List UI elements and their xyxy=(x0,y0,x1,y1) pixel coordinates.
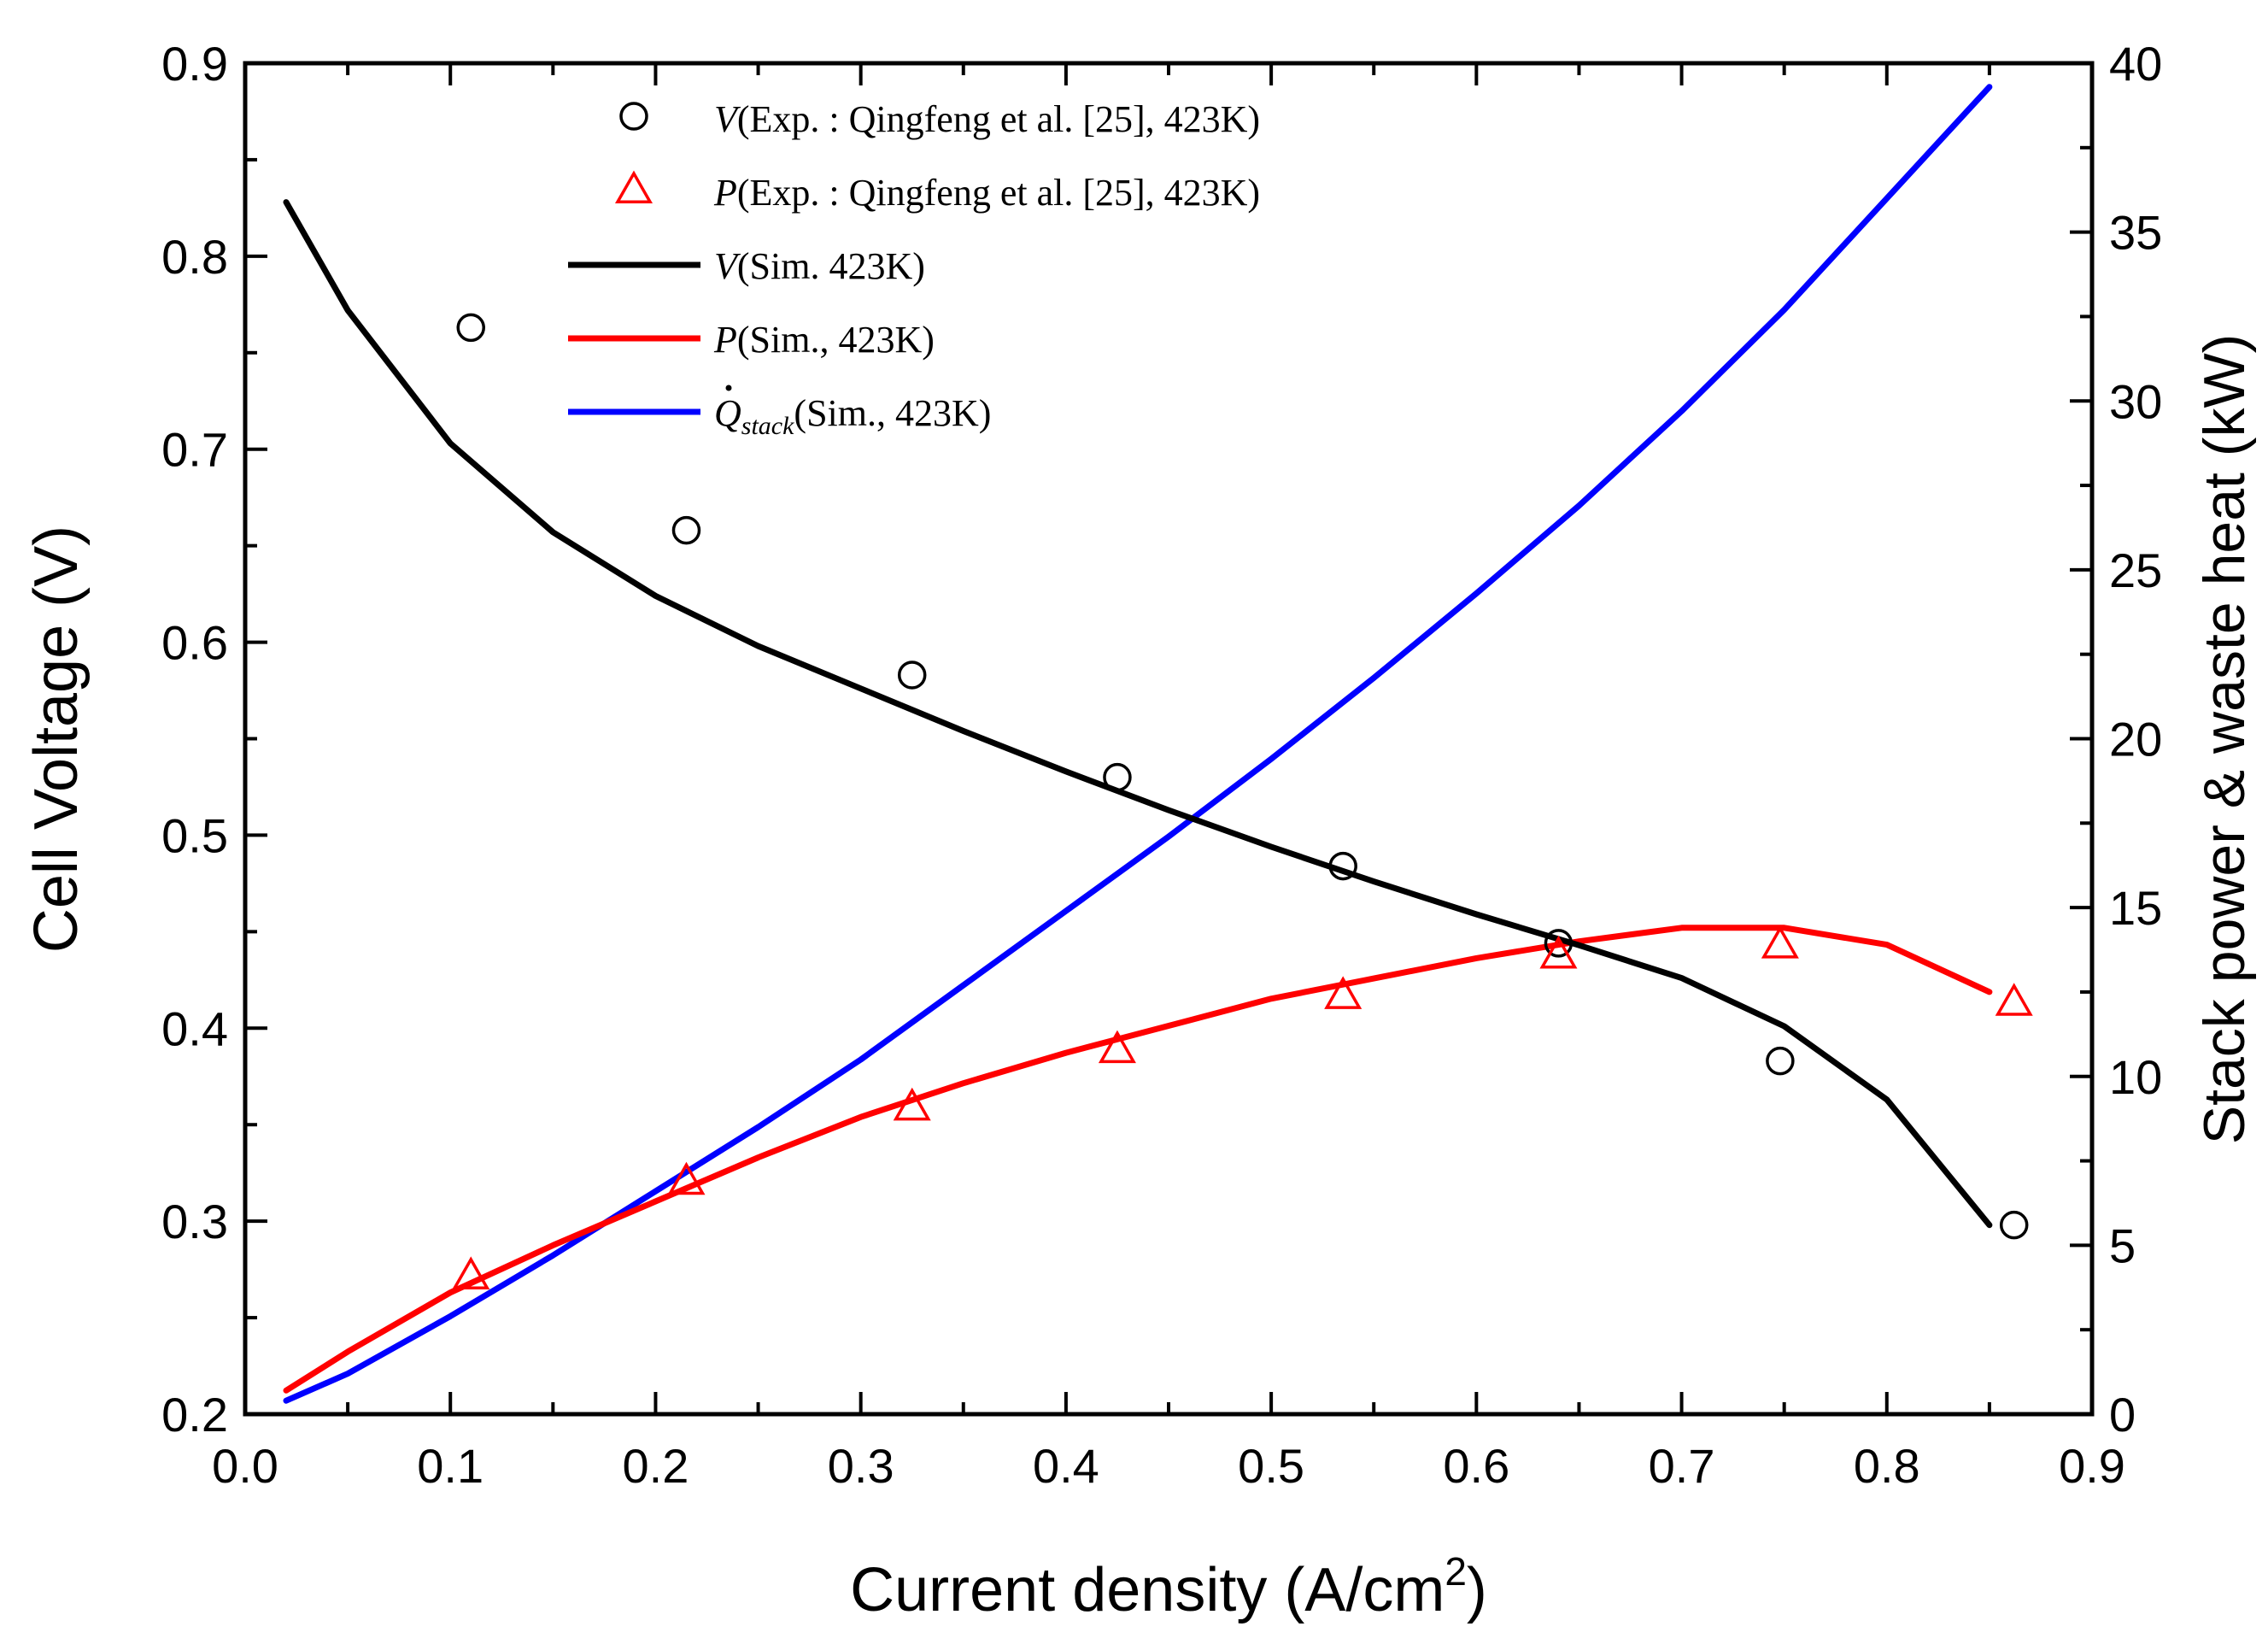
y-left-tick-label: 0.9 xyxy=(161,37,228,91)
y-right-tick-label: 0 xyxy=(2109,1388,2136,1442)
x-tick-label: 0.8 xyxy=(1854,1439,1920,1493)
point-P_exp xyxy=(1098,1030,1136,1064)
legend-subscript: stack xyxy=(741,412,794,440)
legend-item-Q_stack_sim: Qstack(Sim., 423K) xyxy=(568,385,991,440)
x-axis-label: Current density (A/cm2) xyxy=(850,1549,1487,1624)
point-P_exp xyxy=(1761,925,1799,959)
y-right-tick-label: 30 xyxy=(2109,374,2162,428)
point-P_exp xyxy=(452,1256,490,1289)
y-right-tick-label: 25 xyxy=(2109,543,2162,597)
legend-variable: V xyxy=(714,245,741,287)
point-V_exp xyxy=(1999,1210,2029,1240)
x-tick-label: 0.4 xyxy=(1033,1439,1099,1493)
y-axis-left-label: Cell Voltage (V) xyxy=(22,526,91,953)
point-P_exp xyxy=(667,1161,706,1195)
point-V_exp xyxy=(456,313,485,343)
point-V_exp xyxy=(897,661,927,690)
y-right-tick-label: 40 xyxy=(2109,37,2162,91)
point-V_exp xyxy=(1103,762,1132,792)
legend-label: P(Sim., 423K) xyxy=(713,319,935,361)
ticks-layer: 0.0 0.1 0.2 0.3 0.4 0.5 0.6 0.7 0.8 0.9 0.2 0.3 0.4 0… xyxy=(161,37,2162,1493)
y-axis-right-label: Stack power & waste heat (kW) xyxy=(2192,334,2257,1145)
legend-text: (Sim., 423K) xyxy=(794,392,991,434)
legend-label: V(Sim. 423K) xyxy=(714,245,925,287)
legend-text: (Sim., 423K) xyxy=(737,319,935,361)
y-left-tick-label: 0.4 xyxy=(161,1001,228,1055)
y-left-tick-label: 0.6 xyxy=(161,616,228,670)
point-P_exp xyxy=(1324,976,1363,1009)
legend-variable: P xyxy=(713,319,737,361)
y-left-tick-label: 0.7 xyxy=(161,423,228,477)
legend-text: (Exp. : Qingfeng et al. [25], 423K) xyxy=(737,98,1260,140)
legend-swatch xyxy=(614,170,653,203)
x-tick-label: 0.5 xyxy=(1238,1439,1304,1493)
series-line-Q_stack_sim xyxy=(283,84,1993,1404)
x-tick-label: 0.6 xyxy=(1443,1439,1509,1493)
legend-label: P(Exp. : Qingfeng et al. [25], 423K) xyxy=(713,172,1260,214)
legend-variable: Q xyxy=(714,392,741,434)
legend-item-V_exp: V(Exp. : Qingfeng et al. [25], 423K) xyxy=(619,98,1260,140)
x-tick-label: 0.1 xyxy=(417,1439,483,1493)
legend-item-V_sim: V(Sim. 423K) xyxy=(568,245,925,287)
legend-item-P_exp: P(Exp. : Qingfeng et al. [25], 423K) xyxy=(614,170,1260,214)
x-tick-label: 0.7 xyxy=(1649,1439,1715,1493)
series-line-P_sim xyxy=(283,925,1993,1394)
legend-variable: P xyxy=(713,172,737,214)
legend-swatch xyxy=(619,102,648,131)
series-layer xyxy=(283,84,2033,1404)
legend: V(Exp. : Qingfeng et al. [25], 423K)P(Ex… xyxy=(568,98,1260,440)
y-right-tick-label: 20 xyxy=(2109,713,2162,766)
point-V_exp xyxy=(1766,1046,1795,1076)
y-right-tick-label: 35 xyxy=(2109,206,2162,260)
x-tick-label: 0.3 xyxy=(828,1439,894,1493)
legend-variable: V xyxy=(714,98,741,140)
y-left-tick-label: 0.5 xyxy=(161,808,228,862)
legend-dot-accent xyxy=(725,385,732,391)
point-P_exp xyxy=(1539,935,1578,969)
y-left-tick-label: 0.2 xyxy=(161,1388,228,1442)
y-left-tick-label: 0.3 xyxy=(161,1195,228,1248)
legend-item-P_sim: P(Sim., 423K) xyxy=(568,319,935,361)
point-P_exp xyxy=(893,1087,931,1121)
y-left-tick-label: 0.8 xyxy=(161,230,228,284)
legend-text: (Sim. 423K) xyxy=(737,245,925,287)
plot-frame xyxy=(243,61,2095,1417)
y-right-tick-label: 5 xyxy=(2109,1218,2136,1272)
legend-label: V(Exp. : Qingfeng et al. [25], 423K) xyxy=(714,98,1260,140)
point-V_exp xyxy=(1328,851,1357,881)
legend-label: Qstack(Sim., 423K) xyxy=(714,392,991,440)
legend-text: (Exp. : Qingfeng et al. [25], 423K) xyxy=(737,172,1260,214)
x-tick-label: 0.9 xyxy=(2059,1439,2125,1493)
y-right-tick-label: 15 xyxy=(2109,881,2162,935)
y-right-tick-label: 10 xyxy=(2109,1050,2162,1104)
x-tick-label: 0.0 xyxy=(212,1439,278,1493)
point-P_exp xyxy=(1995,983,2033,1016)
point-V_exp xyxy=(671,515,701,545)
x-tick-label: 0.2 xyxy=(623,1439,689,1493)
point-V_exp xyxy=(1544,929,1574,958)
